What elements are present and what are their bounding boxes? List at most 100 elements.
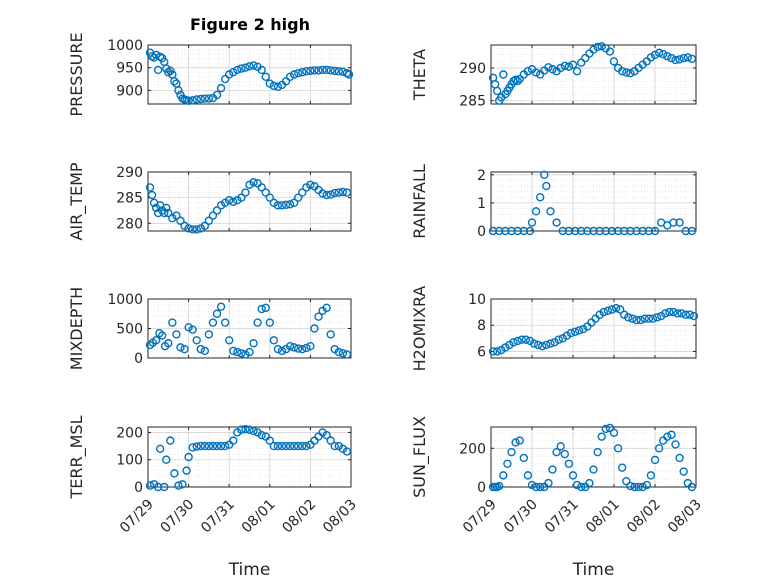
x-axis-label: Time — [572, 560, 615, 580]
data-point — [630, 482, 639, 492]
data-point — [257, 183, 266, 192]
data-point — [679, 467, 688, 476]
data-point — [492, 347, 502, 356]
data-point — [673, 309, 682, 318]
axes-box — [147, 171, 352, 232]
data-point — [554, 335, 563, 344]
data-point — [536, 193, 545, 202]
data-point — [634, 482, 643, 492]
data-point — [593, 42, 602, 52]
y-axis-label: MIXDEPTH — [67, 287, 86, 370]
y-tick-label: 285 — [116, 191, 143, 207]
y-tick-label: 280 — [116, 216, 143, 232]
data-point — [245, 347, 254, 357]
data-point — [147, 52, 157, 61]
data-point — [607, 226, 617, 236]
data-point — [509, 338, 518, 347]
data-point — [564, 62, 574, 71]
data-point — [204, 441, 214, 451]
data-point — [289, 441, 299, 451]
data-point — [273, 441, 283, 451]
data-point — [675, 453, 684, 463]
data-point — [326, 436, 335, 445]
data-point — [265, 79, 274, 88]
y-tick-label: 200 — [459, 441, 486, 457]
data-point — [281, 200, 291, 210]
data-point — [669, 218, 678, 227]
data-point — [237, 425, 246, 434]
data-point — [273, 82, 283, 91]
data-point — [289, 70, 299, 79]
data-point — [334, 347, 344, 357]
data-point — [318, 65, 327, 75]
data-point — [628, 314, 637, 323]
data-point — [212, 309, 222, 318]
data-point — [622, 476, 631, 486]
data-point — [224, 336, 234, 345]
data-point — [269, 336, 279, 345]
data-point — [338, 349, 348, 358]
data-point — [542, 181, 551, 191]
data-point — [285, 441, 295, 451]
data-point — [212, 206, 222, 215]
data-point — [261, 303, 270, 313]
data-point — [249, 426, 258, 436]
data-point — [200, 94, 210, 103]
data-point — [249, 339, 258, 348]
data-point — [568, 471, 578, 480]
data-point — [507, 226, 516, 236]
data-point — [577, 58, 586, 67]
data-point — [229, 197, 238, 206]
data-point — [166, 436, 175, 445]
data-point — [542, 340, 551, 350]
data-point — [289, 343, 299, 352]
data-point — [184, 323, 193, 332]
data-point — [495, 481, 504, 491]
data-point — [188, 443, 197, 452]
data-point — [245, 62, 254, 71]
data-point — [609, 57, 619, 66]
data-point — [632, 315, 641, 325]
data-point — [523, 67, 533, 76]
data-point — [322, 430, 331, 440]
data-point — [607, 305, 617, 314]
data-point — [513, 336, 522, 346]
data-point — [492, 86, 502, 96]
data-point — [153, 65, 163, 75]
data-point — [671, 55, 680, 65]
data-point — [310, 324, 319, 333]
data-point — [229, 346, 238, 356]
data-point — [636, 315, 645, 325]
data-point — [679, 53, 688, 63]
data-point — [326, 330, 335, 339]
data-point — [326, 66, 335, 75]
data-point — [212, 441, 222, 451]
data-point — [574, 326, 584, 335]
y-tick-label: 10 — [468, 292, 486, 308]
y-tick-label: 6 — [477, 344, 486, 360]
data-point — [589, 226, 598, 236]
data-point — [151, 336, 161, 345]
data-point — [572, 67, 582, 76]
data-point — [552, 218, 561, 227]
data-point — [233, 65, 242, 75]
data-point — [229, 68, 238, 77]
subplot-h2omixra: 6 8 10 H2OMIXRA — [410, 286, 699, 371]
figure-title: Figure 2 high — [190, 15, 310, 34]
data-point — [646, 471, 656, 480]
data-point — [499, 471, 508, 480]
data-point — [342, 68, 352, 78]
data-point — [538, 342, 547, 351]
data-point — [330, 188, 339, 198]
data-point — [294, 68, 303, 78]
data-point — [294, 441, 303, 451]
data-point — [196, 344, 205, 354]
data-point — [546, 207, 555, 216]
data-point — [613, 226, 623, 236]
data-point — [196, 441, 205, 451]
data-point — [273, 344, 283, 354]
data-point — [513, 226, 522, 236]
data-point — [564, 226, 574, 236]
